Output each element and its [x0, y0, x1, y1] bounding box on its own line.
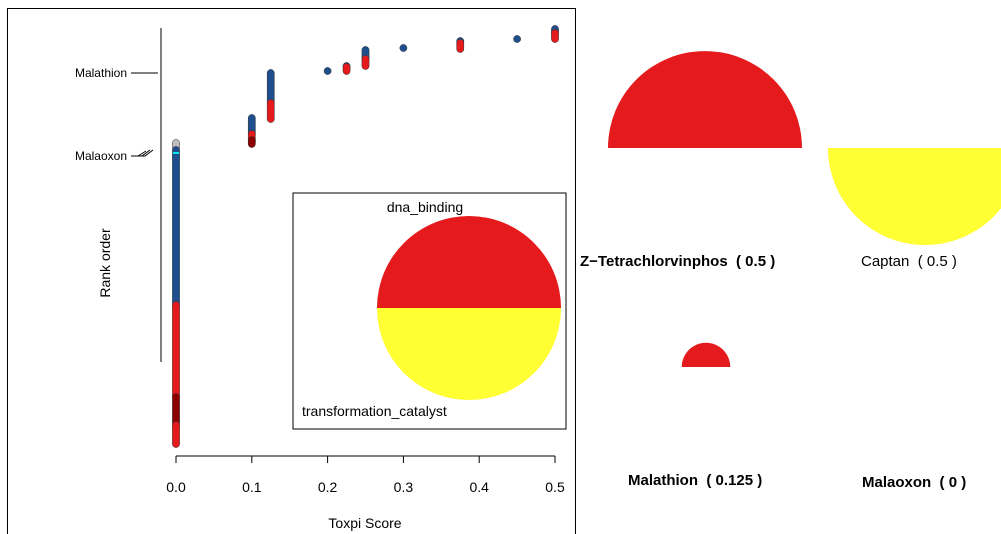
- caption-name: Malathion: [628, 472, 698, 489]
- annotation-malaoxon-leader: [131, 149, 154, 157]
- caption-score: ( 0 ): [939, 474, 967, 491]
- scatter-point-stack: [342, 63, 351, 75]
- x-tick-label: 0.5: [545, 479, 565, 495]
- legend-label-dna-binding: dna_binding: [387, 199, 463, 215]
- profile-slice-transformation-catalyst: [828, 148, 1001, 245]
- y-axis-title: Rank order: [97, 228, 113, 298]
- legend-box: [292, 192, 567, 430]
- x-tick-label: 0.2: [318, 479, 338, 495]
- scatter-point-stack: [172, 146, 180, 309]
- caption-name: Malaoxon: [862, 474, 932, 491]
- scatter-point: [513, 35, 521, 43]
- scatter-point-stack: [551, 29, 559, 43]
- scatter-point: [399, 44, 408, 52]
- caption-score: ( 0.5 ): [736, 253, 776, 270]
- legend-slice-dna-binding: [377, 216, 561, 308]
- caption-captan: Captan ( 0.5 ): [861, 253, 957, 270]
- chemical-profile-pies: [608, 51, 1001, 367]
- caption-name: Captan: [861, 253, 910, 270]
- annotation-malaoxon: Malaoxon: [75, 149, 127, 163]
- x-tick-label: 0.0: [166, 479, 186, 495]
- scatter-point-stack: [172, 421, 180, 448]
- caption-malathion: Malathion ( 0.125 ): [628, 472, 762, 489]
- caption-name: Z−Tetrachlorvinphos: [580, 253, 728, 270]
- x-axis-title: Toxpi Score: [328, 515, 401, 531]
- x-tick-label: 0.1: [242, 479, 262, 495]
- scatter-point-stack: [172, 301, 180, 401]
- x-axis-ticks: 0.0 0.1 0.2 0.3 0.4 0.5: [166, 456, 565, 495]
- scatter-point-stack: [456, 39, 465, 53]
- scatter-point-stack: [247, 136, 256, 148]
- legend-slice-transformation-catalyst: [377, 308, 561, 400]
- legend-label-transformation-catalyst: transformation_catalyst: [302, 403, 447, 419]
- caption-z-tetrachlorvinphos: Z−Tetrachlorvinphos ( 0.5 ): [580, 253, 775, 270]
- caption-score: ( 0.5 ): [917, 253, 957, 270]
- scatter-point-stack: [361, 55, 370, 70]
- legend-pie: [377, 216, 561, 400]
- profile-slice-dna-binding: [681, 342, 731, 367]
- scatter-point-stack: [266, 99, 275, 123]
- x-tick-label: 0.3: [394, 479, 414, 495]
- scatter-point: [323, 67, 332, 75]
- chart-panel-border: [7, 8, 576, 534]
- scatter-marks: [172, 25, 559, 448]
- x-tick-label: 0.4: [469, 479, 489, 495]
- profile-slice-dna-binding: [608, 51, 802, 148]
- annotation-malathion: Malathion: [75, 66, 127, 80]
- caption-malaoxon: Malaoxon ( 0 ): [862, 474, 966, 491]
- caption-score: ( 0.125 ): [706, 472, 763, 489]
